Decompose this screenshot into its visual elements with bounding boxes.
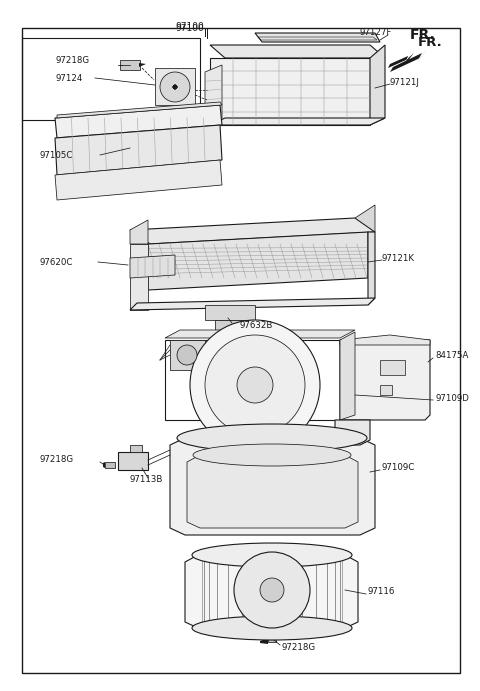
Circle shape xyxy=(177,345,197,365)
Circle shape xyxy=(173,85,177,89)
Polygon shape xyxy=(335,420,370,445)
Polygon shape xyxy=(155,68,195,105)
Circle shape xyxy=(205,335,305,435)
Polygon shape xyxy=(55,160,222,200)
Text: FR.: FR. xyxy=(418,35,443,48)
Polygon shape xyxy=(205,305,255,320)
Bar xyxy=(380,385,392,395)
Text: 97109C: 97109C xyxy=(382,464,415,473)
Polygon shape xyxy=(120,60,140,70)
Polygon shape xyxy=(185,555,358,628)
Polygon shape xyxy=(55,105,222,138)
Polygon shape xyxy=(210,58,370,125)
Polygon shape xyxy=(130,244,148,310)
Text: 97121K: 97121K xyxy=(382,254,415,263)
Polygon shape xyxy=(340,335,430,345)
Polygon shape xyxy=(170,438,375,535)
Polygon shape xyxy=(355,205,375,232)
Polygon shape xyxy=(170,340,205,370)
Polygon shape xyxy=(148,232,368,290)
Ellipse shape xyxy=(192,543,352,567)
Text: 97105C: 97105C xyxy=(40,151,73,160)
Circle shape xyxy=(173,85,177,89)
Polygon shape xyxy=(57,102,222,118)
Polygon shape xyxy=(105,462,115,468)
Text: 97100: 97100 xyxy=(175,21,204,30)
Polygon shape xyxy=(370,45,385,125)
Text: 97121J: 97121J xyxy=(390,77,420,86)
Polygon shape xyxy=(340,340,430,420)
Circle shape xyxy=(260,578,284,602)
Bar xyxy=(22,38,200,120)
Circle shape xyxy=(190,320,320,450)
Circle shape xyxy=(173,85,177,89)
Text: 97124: 97124 xyxy=(55,73,83,82)
Circle shape xyxy=(173,85,177,89)
Text: FR.: FR. xyxy=(410,28,436,42)
Circle shape xyxy=(173,85,177,89)
Ellipse shape xyxy=(177,424,367,452)
Polygon shape xyxy=(118,452,148,470)
Text: 97100: 97100 xyxy=(175,23,204,32)
Ellipse shape xyxy=(193,444,351,466)
Text: 97218G: 97218G xyxy=(282,643,316,652)
Polygon shape xyxy=(165,330,355,338)
Circle shape xyxy=(160,72,190,102)
Polygon shape xyxy=(205,65,222,125)
Text: 97116: 97116 xyxy=(368,587,396,596)
Bar xyxy=(380,360,405,375)
Polygon shape xyxy=(268,628,276,642)
Circle shape xyxy=(173,85,177,89)
Text: 84175A: 84175A xyxy=(435,350,468,359)
Polygon shape xyxy=(368,232,375,305)
Polygon shape xyxy=(210,118,385,125)
Circle shape xyxy=(173,85,177,89)
Polygon shape xyxy=(130,445,142,452)
Polygon shape xyxy=(187,455,358,528)
Polygon shape xyxy=(210,45,385,58)
Polygon shape xyxy=(390,50,427,72)
Polygon shape xyxy=(215,320,245,330)
Circle shape xyxy=(237,367,273,403)
Circle shape xyxy=(173,85,177,89)
Polygon shape xyxy=(103,462,105,468)
Polygon shape xyxy=(388,53,414,68)
Polygon shape xyxy=(130,220,148,244)
Text: 97632B: 97632B xyxy=(240,321,274,330)
Text: 97218G: 97218G xyxy=(40,455,74,464)
Polygon shape xyxy=(260,638,268,644)
Polygon shape xyxy=(252,560,292,575)
Ellipse shape xyxy=(192,616,352,640)
Circle shape xyxy=(234,552,310,628)
Polygon shape xyxy=(130,298,375,310)
Polygon shape xyxy=(130,218,375,244)
Text: 97620C: 97620C xyxy=(40,258,73,267)
Polygon shape xyxy=(139,63,146,67)
Polygon shape xyxy=(340,332,355,420)
Polygon shape xyxy=(255,33,380,42)
Text: 97218G: 97218G xyxy=(55,55,89,64)
Polygon shape xyxy=(55,125,222,175)
Text: 97109D: 97109D xyxy=(435,393,469,402)
Circle shape xyxy=(173,85,177,89)
Text: 97127F: 97127F xyxy=(360,28,392,37)
Polygon shape xyxy=(130,255,175,278)
Text: 97113B: 97113B xyxy=(130,475,163,484)
